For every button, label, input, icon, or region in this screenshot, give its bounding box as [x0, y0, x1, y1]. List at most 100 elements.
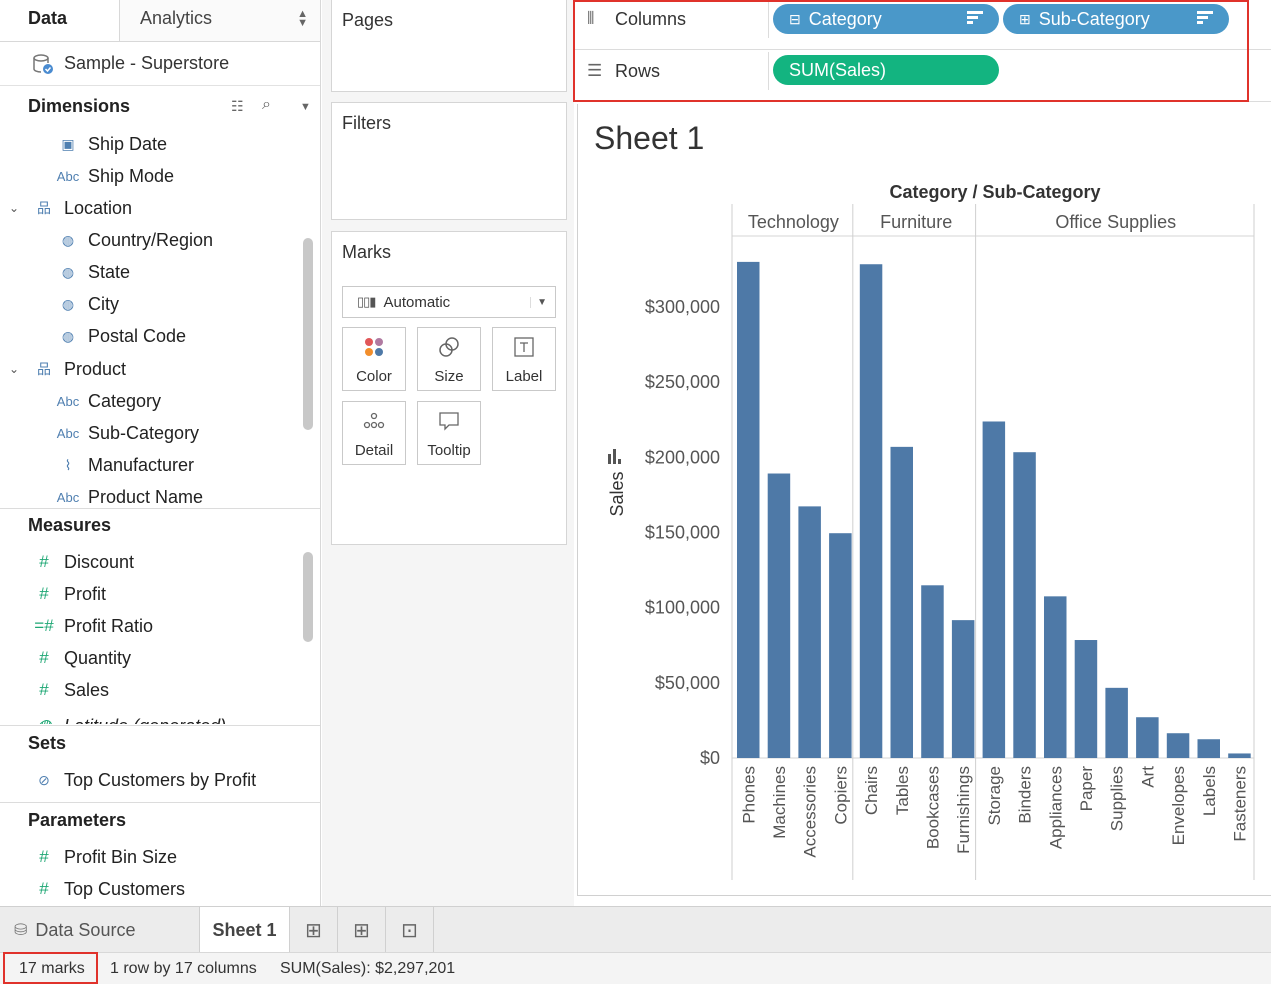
field-label: Country/Region — [88, 229, 214, 250]
field-profit-ratio[interactable]: =# Profit Ratio — [24, 610, 153, 642]
field-product-name[interactable]: Abc Product Name — [48, 481, 203, 513]
data-source-tab[interactable]: ⛁ Data Source — [0, 907, 200, 953]
x-tick-label: Phones — [739, 766, 758, 824]
label-button[interactable]: Label — [492, 327, 556, 391]
marks-title: Marks — [342, 242, 391, 262]
tooltip-label: Tooltip — [427, 442, 471, 459]
abc-icon: Abc — [56, 168, 80, 184]
x-tick-label: Machines — [770, 766, 789, 839]
rows-icon: ☰ — [587, 61, 603, 80]
globe-icon: ◍ — [61, 231, 75, 248]
sets-title: Sets — [28, 733, 67, 753]
pages-card[interactable]: Pages — [331, 0, 567, 92]
chevron-down-icon[interactable]: ⌄ — [9, 362, 20, 376]
field-top-customers-param[interactable]: # Top Customers — [24, 873, 185, 905]
bar — [890, 446, 913, 758]
field-label: Ship Date — [88, 133, 168, 154]
field-latitude[interactable]: ◍ Latitude (generated) — [24, 710, 227, 725]
new-dashboard-button[interactable]: ⊞ — [338, 907, 386, 953]
field-label: Quantity — [64, 647, 132, 668]
abc-icon: Abc — [56, 489, 80, 505]
field-label: City — [88, 293, 119, 314]
dimensions-scrollbar[interactable] — [303, 238, 313, 430]
chevron-down-icon[interactable]: ▼ — [300, 101, 311, 113]
field-label: Top Customers by Profit — [64, 769, 257, 790]
size-button[interactable]: Size — [417, 327, 481, 391]
divider — [0, 508, 320, 509]
dimensions-title: Dimensions — [28, 96, 131, 116]
field-country-region[interactable]: ◍ Country/Region — [48, 224, 213, 256]
field-city[interactable]: ◍ City — [48, 288, 119, 320]
globe-icon: ◍ — [61, 327, 75, 344]
database-icon: ⛁ — [14, 922, 28, 939]
sheet-title: Sheet 1 — [594, 120, 705, 156]
field-location[interactable]: 品 Location — [24, 192, 132, 224]
field-profit[interactable]: # Profit — [24, 578, 106, 610]
bar — [951, 620, 975, 758]
field-label: Top Customers — [64, 878, 186, 899]
list-view-icon[interactable]: ☷ — [231, 98, 244, 114]
field-label: Profit — [64, 583, 107, 604]
rows-text: Rows — [615, 60, 661, 81]
field-product[interactable]: 品 Product — [24, 353, 126, 385]
field-sub-category[interactable]: Abc Sub-Category — [48, 417, 199, 449]
pill-label: Sub-Category — [1038, 8, 1150, 29]
search-icon[interactable]: ⌕ — [262, 96, 271, 113]
database-check-icon — [32, 53, 54, 75]
ylabel-sort-icon — [613, 449, 616, 464]
field-manufacturer[interactable]: ⌇ Manufacturer — [48, 449, 194, 481]
bar-chart: Category / Sub-Category $0 $50,000 $100,000… — [607, 182, 1255, 880]
sub-category-pill[interactable]: ⊞ Sub-Category — [1003, 4, 1229, 34]
data-source-label: Data Source — [35, 919, 136, 940]
field-ship-mode[interactable]: Abc Ship Mode — [48, 160, 174, 192]
sheet1-tab[interactable]: Sheet 1 — [200, 907, 290, 953]
x-tick-label: Chairs — [862, 766, 881, 815]
field-sales[interactable]: # Sales — [24, 674, 109, 706]
detail-button[interactable]: Detail — [342, 401, 406, 465]
tab-data[interactable]: Data — [0, 0, 120, 41]
collapse-box-icon: ⊟ — [789, 10, 801, 27]
columns-shelf-label: ⦀ Columns — [575, 0, 769, 38]
rows-columns-count: 1 row by 17 columns — [110, 960, 257, 977]
field-quantity[interactable]: # Quantity — [24, 642, 131, 674]
sum-sales-pill[interactable]: SUM(Sales) — [773, 55, 999, 85]
field-label: Manufacturer — [88, 454, 195, 475]
filters-card[interactable]: Filters — [331, 102, 567, 220]
field-top-customers-set[interactable]: ⊘ Top Customers by Profit — [24, 764, 256, 796]
cards-pane: Pages Filters Marks ▯▯▮ Automatic ▼ Colo… — [322, 0, 574, 906]
datasource-item[interactable]: Sample - Superstore — [0, 42, 320, 86]
field-ship-date[interactable]: ▣ Ship Date — [48, 128, 167, 160]
chart-title: Category / Sub-Category — [889, 182, 1100, 202]
field-category[interactable]: Abc Category — [48, 385, 161, 417]
bar — [1105, 687, 1128, 758]
speech-bubble-icon — [418, 410, 480, 442]
color-button[interactable]: Color — [342, 327, 406, 391]
column-header-technology: Technology — [748, 212, 839, 232]
calc-hash-icon: =# — [34, 616, 54, 635]
bar — [1044, 596, 1067, 758]
tab-analytics[interactable]: Analytics ▲ ▼ — [120, 0, 320, 41]
chevron-down-icon[interactable]: ⌄ — [9, 201, 20, 215]
field-state[interactable]: ◍ State — [48, 256, 130, 288]
expand-box-icon: ⊞ — [1019, 10, 1031, 27]
new-worksheet-button[interactable]: ⊞ — [290, 907, 338, 953]
x-tick-label: Supplies — [1108, 766, 1127, 831]
new-story-button[interactable]: ⊡ — [386, 907, 434, 953]
mark-type-dropdown[interactable]: ▯▯▮ Automatic ▼ — [342, 286, 556, 318]
divider — [0, 725, 320, 726]
category-pill[interactable]: ⊟ Category — [773, 4, 999, 34]
field-discount[interactable]: # Discount — [24, 546, 134, 578]
text-t-icon — [493, 336, 555, 368]
field-postal-code[interactable]: ◍ Postal Code — [48, 320, 186, 352]
sort-descending-icon — [1197, 11, 1213, 25]
bar — [829, 533, 852, 758]
sheet-tabs-bar: ⛁ Data Source Sheet 1 ⊞ ⊞ ⊡ — [0, 906, 1271, 953]
field-label: Profit Bin Size — [64, 846, 178, 867]
field-label: Category — [88, 390, 162, 411]
field-label: Postal Code — [88, 325, 187, 346]
tooltip-button[interactable]: Tooltip — [417, 401, 481, 465]
field-profit-bin-size[interactable]: # Profit Bin Size — [24, 841, 177, 873]
measures-scrollbar[interactable] — [303, 552, 313, 642]
columns-shelf[interactable]: ⦀ Columns ⊟ Category ⊞ Sub-Category — [575, 0, 1271, 50]
hash-icon: # — [39, 879, 49, 898]
